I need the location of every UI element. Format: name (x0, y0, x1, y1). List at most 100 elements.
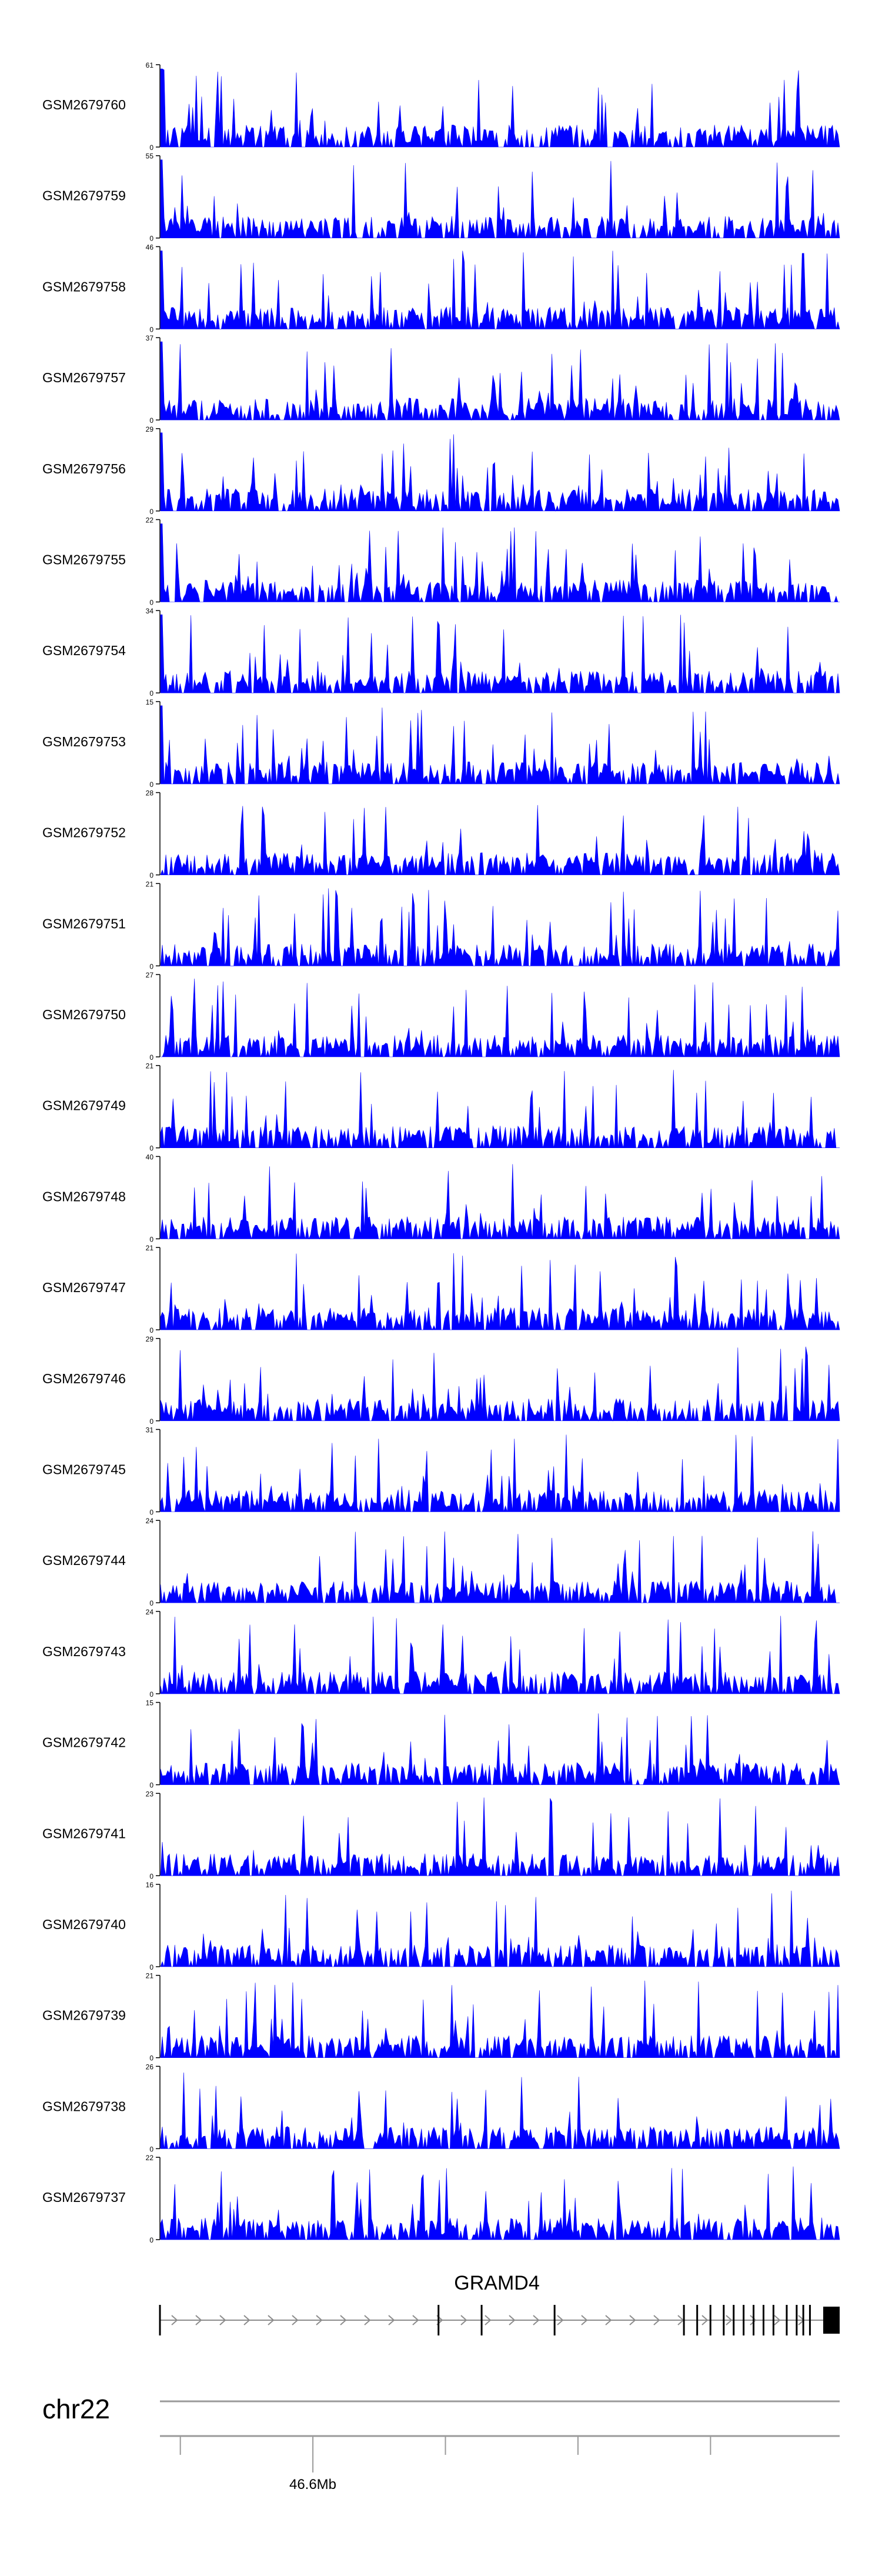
strand-arrow (195, 2315, 202, 2325)
track-name-label: GSM2679757 (42, 370, 126, 385)
y-axis-min-label: 0 (149, 1053, 153, 1062)
y-axis-max-label: 24 (146, 1608, 154, 1616)
track-name-label: GSM2679745 (42, 1462, 126, 1477)
y-axis-max-label: 46 (146, 243, 154, 251)
y-axis-min-label: 0 (149, 1690, 153, 1699)
strand-arrow (605, 2315, 612, 2325)
track-name-label: GSM2679737 (42, 2190, 126, 2205)
y-axis-max-label: 37 (146, 334, 154, 342)
track-name-label: GSM2679741 (42, 1826, 126, 1841)
track-name-label: GSM2679744 (42, 1553, 126, 1568)
y-axis-max-label: 21 (146, 1972, 154, 1980)
strand-arrow (171, 2315, 178, 2325)
y-axis-min-label: 0 (149, 1144, 153, 1153)
track-name-label: GSM2679760 (42, 97, 126, 112)
gene-exon-terminal (823, 2307, 840, 2334)
strand-arrow (219, 2315, 226, 2325)
track-name-label: GSM2679754 (42, 643, 126, 658)
track-GSM2679746: GSM2679746 29 0 (42, 1335, 840, 1426)
track-GSM2679758: GSM2679758 46 0 (42, 243, 840, 333)
y-axis-max-label: 28 (146, 789, 154, 798)
coverage-area (160, 159, 840, 239)
coverage-area (160, 1070, 840, 1149)
track-GSM2679757: GSM2679757 37 0 (42, 334, 840, 425)
track-GSM2679739: GSM2679739 21 0 (42, 1972, 840, 2063)
track-GSM2679744: GSM2679744 24 0 (42, 1517, 840, 1607)
y-axis-min-label: 0 (149, 1326, 153, 1334)
track-GSM2679740: GSM2679740 16 0 (42, 1881, 840, 1971)
coverage-tracks: GSM2679760610GSM2679759550GSM2679758460G… (42, 61, 840, 2244)
coverage-area (160, 805, 840, 876)
strand-arrow (364, 2315, 371, 2325)
track-name-label: GSM2679758 (42, 279, 126, 294)
y-axis-min-label: 0 (149, 689, 153, 698)
track-GSM2679742: GSM2679742 15 0 (42, 1699, 840, 1790)
strand-arrow (581, 2315, 588, 2325)
track-GSM2679753: GSM2679753 15 0 (42, 698, 840, 789)
track-GSM2679749: GSM2679749 21 0 (42, 1062, 840, 1153)
coverage-area (160, 523, 840, 603)
strand-arrow (774, 2315, 781, 2325)
y-axis-min-label: 0 (149, 1781, 153, 1790)
coverage-area (160, 888, 840, 967)
strand-arrow (485, 2315, 492, 2325)
track-GSM2679741: GSM2679741 23 0 (42, 1790, 840, 1880)
y-axis-max-label: 61 (146, 61, 154, 69)
track-GSM2679754: GSM2679754 34 0 (42, 607, 840, 698)
track-GSM2679745: GSM2679745 31 0 (42, 1426, 840, 1517)
track-name-label: GSM2679742 (42, 1735, 126, 1750)
track-name-label: GSM2679739 (42, 2008, 126, 2023)
coverage-area (160, 705, 840, 785)
track-name-label: GSM2679756 (42, 461, 126, 476)
strand-arrow (726, 2315, 733, 2325)
coverage-area (160, 614, 840, 694)
y-axis-max-label: 23 (146, 1790, 154, 1798)
y-axis-min-label: 0 (149, 416, 153, 425)
y-axis-max-label: 24 (146, 1517, 154, 1525)
y-axis-max-label: 26 (146, 2063, 154, 2071)
strand-arrow (653, 2315, 660, 2325)
strand-arrow (460, 2315, 467, 2325)
track-name-label: GSM2679740 (42, 1917, 126, 1932)
track-GSM2679747: GSM2679747 21 0 (42, 1244, 840, 1334)
strand-arrow (557, 2315, 564, 2325)
coverage-area (160, 1434, 840, 1513)
track-GSM2679748: GSM2679748 40 0 (42, 1153, 840, 1243)
coverage-area (160, 2166, 840, 2241)
y-axis-max-label: 29 (146, 425, 154, 433)
gene-model (159, 2305, 840, 2335)
coverage-area (160, 1253, 840, 1331)
y-axis-max-label: 31 (146, 1426, 154, 1434)
track-name-label: GSM2679748 (42, 1189, 126, 1204)
strand-arrow (243, 2315, 250, 2325)
track-GSM2679737: GSM2679737 22 0 (42, 2154, 840, 2244)
track-GSM2679755: GSM2679755 22 0 (42, 516, 840, 607)
strand-arrow (750, 2315, 757, 2325)
coverage-area (160, 1346, 840, 1422)
y-axis-min-label: 0 (149, 144, 153, 152)
coverage-area (160, 1531, 840, 1604)
coverage-area (160, 1797, 840, 1877)
y-axis-max-label: 40 (146, 1153, 154, 1161)
track-GSM2679743: GSM2679743 24 0 (42, 1608, 840, 1699)
track-name-label: GSM2679753 (42, 734, 126, 749)
strand-arrow (268, 2315, 275, 2325)
y-axis-min-label: 0 (149, 780, 153, 789)
coverage-area (160, 1164, 840, 1240)
coverage-area (160, 1890, 840, 1968)
coverage-area (160, 1713, 840, 1786)
track-name-label: GSM2679752 (42, 825, 126, 840)
track-name-label: GSM2679749 (42, 1098, 126, 1113)
gene-label: GRAMD4 (454, 2272, 539, 2294)
coverage-area (160, 432, 840, 512)
y-axis-min-label: 0 (149, 1509, 153, 1517)
y-axis-max-label: 22 (146, 516, 154, 525)
coverage-area (160, 2072, 840, 2150)
y-axis-min-label: 0 (149, 2145, 153, 2153)
y-axis-min-label: 0 (149, 1417, 153, 1426)
coverage-area (160, 1616, 840, 1694)
strand-arrow (629, 2315, 636, 2325)
y-axis-min-label: 0 (149, 235, 153, 243)
strand-arrow (316, 2315, 323, 2325)
